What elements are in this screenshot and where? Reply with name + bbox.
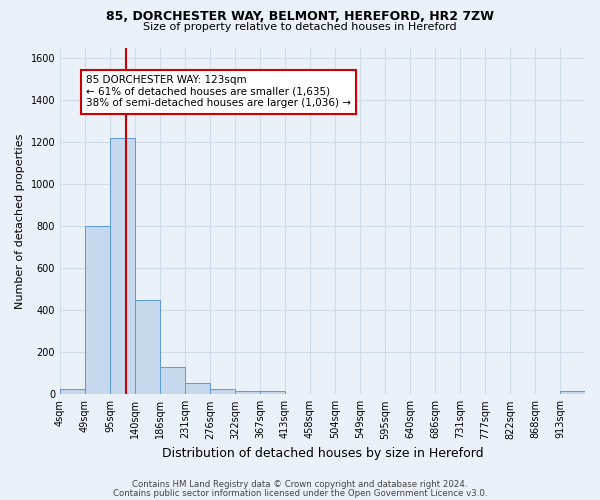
Bar bbox=[60, 389, 85, 394]
Text: 85 DORCHESTER WAY: 123sqm
← 61% of detached houses are smaller (1,635)
38% of se: 85 DORCHESTER WAY: 123sqm ← 61% of detac… bbox=[86, 75, 351, 108]
Text: Size of property relative to detached houses in Hereford: Size of property relative to detached ho… bbox=[143, 22, 457, 32]
Text: Contains public sector information licensed under the Open Government Licence v3: Contains public sector information licen… bbox=[113, 488, 487, 498]
Bar bbox=[185, 382, 210, 394]
Text: 85, DORCHESTER WAY, BELMONT, HEREFORD, HR2 7ZW: 85, DORCHESTER WAY, BELMONT, HEREFORD, H… bbox=[106, 10, 494, 23]
Bar bbox=[135, 300, 160, 394]
Text: Contains HM Land Registry data © Crown copyright and database right 2024.: Contains HM Land Registry data © Crown c… bbox=[132, 480, 468, 489]
Bar bbox=[85, 226, 110, 394]
Bar bbox=[235, 391, 260, 394]
Bar bbox=[160, 367, 185, 394]
Bar bbox=[210, 389, 235, 394]
Bar bbox=[560, 391, 585, 394]
Bar bbox=[260, 391, 285, 394]
X-axis label: Distribution of detached houses by size in Hereford: Distribution of detached houses by size … bbox=[162, 447, 484, 460]
Y-axis label: Number of detached properties: Number of detached properties bbox=[15, 133, 25, 308]
Bar bbox=[110, 138, 135, 394]
